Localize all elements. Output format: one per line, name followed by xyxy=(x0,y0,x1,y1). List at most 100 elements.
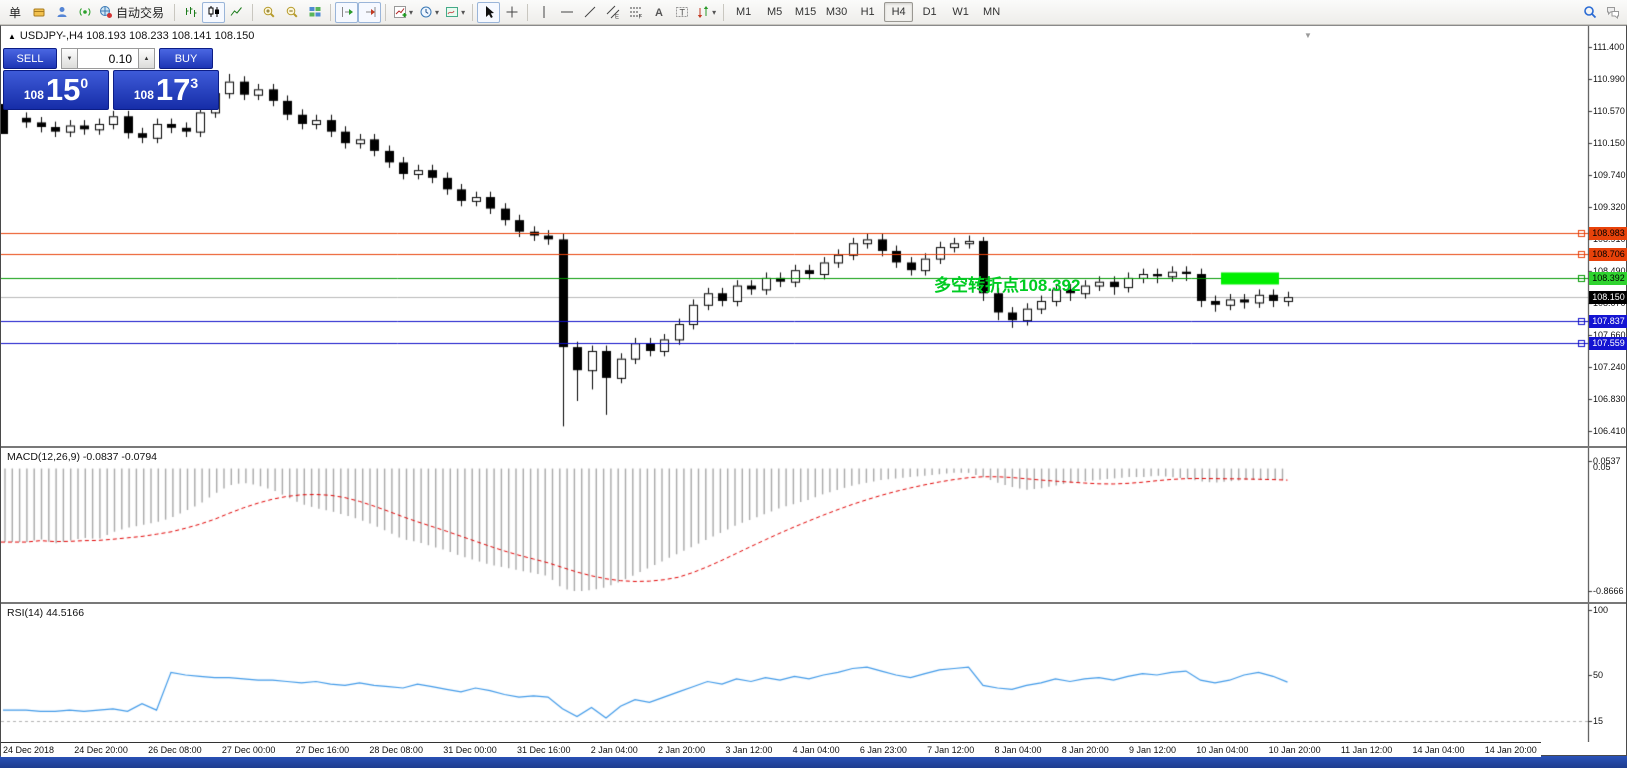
buy-price-button[interactable]: 108 17 3 xyxy=(113,70,219,110)
new-order-button[interactable]: 单 xyxy=(3,2,27,23)
text-label-button[interactable]: T xyxy=(670,2,693,23)
dropdown-caret-icon[interactable]: ▾ xyxy=(409,7,414,17)
chat-icon xyxy=(1606,7,1619,19)
pane-separator[interactable] xyxy=(1,602,1626,604)
fibonacci-icon: F xyxy=(629,7,642,19)
signal-icon xyxy=(79,8,90,16)
arrows-button[interactable]: ▾ xyxy=(693,2,719,23)
taskbar[interactable] xyxy=(0,756,1627,768)
price-tag: 107.837 xyxy=(1589,315,1627,328)
arrow-down-icon: ▼ xyxy=(66,55,73,62)
chat-button[interactable] xyxy=(1601,2,1624,23)
axis-tick-label: -0.8666 xyxy=(1593,586,1624,597)
zoom-in-icon xyxy=(263,6,275,18)
macd-pane-canvas[interactable] xyxy=(1,448,1626,602)
dropdown-caret-icon[interactable]: ▾ xyxy=(435,7,440,17)
pane-separator[interactable] xyxy=(1,446,1626,448)
sell-price-button[interactable]: 108 15 0 xyxy=(3,70,109,110)
pivot-annotation[interactable]: 多空转折点108.392 xyxy=(934,276,1081,295)
collapse-icon[interactable]: ▲ xyxy=(8,32,16,41)
periods-button[interactable]: ▾ xyxy=(416,2,442,23)
bar-chart-icon xyxy=(185,7,197,17)
svg-text:E: E xyxy=(615,15,619,20)
text-label-icon: T xyxy=(675,7,688,18)
chart-title-text: USDJPY-,H4 108.193 108.233 108.141 108.1… xyxy=(19,30,255,42)
time-axis-label: 28 Dec 08:00 xyxy=(369,745,423,755)
time-axis-label: 14 Jan 20:00 xyxy=(1484,745,1537,755)
line-chart-button[interactable] xyxy=(225,2,248,23)
timeframe-m5-button[interactable]: M5 xyxy=(766,6,783,18)
zoom-in-button[interactable] xyxy=(257,2,280,23)
vertical-line-button[interactable] xyxy=(532,2,555,23)
search-icon xyxy=(1583,6,1596,19)
horizontal-line-icon xyxy=(560,11,573,13)
crosshair-button[interactable] xyxy=(500,2,523,23)
zoom-out-button[interactable] xyxy=(280,2,303,23)
equidistant-channel-button[interactable]: E xyxy=(601,2,624,23)
auto-trading-label: 自动交易 xyxy=(116,5,165,20)
axis-tick-label: 111.400 xyxy=(1593,42,1625,52)
main-chart-canvas[interactable] xyxy=(1,26,1626,446)
timeframe-w1-button[interactable]: W1 xyxy=(952,6,969,18)
cursor-button[interactable] xyxy=(477,1,501,23)
templates-button[interactable]: ▾ xyxy=(442,2,468,23)
indicators-button[interactable]: ▾ xyxy=(390,2,416,23)
trendline-button[interactable] xyxy=(578,2,601,23)
toolbar-separator xyxy=(252,3,254,21)
time-axis-label: 4 Jan 04:00 xyxy=(792,745,840,755)
volume-down-button[interactable]: ▼ xyxy=(61,48,78,69)
toolbar-separator xyxy=(527,3,529,21)
dropdown-caret-icon[interactable]: ▾ xyxy=(712,7,717,17)
horizontal-line-button[interactable] xyxy=(555,2,578,23)
time-axis[interactable]: 24 Dec 2018 24 Dec 20:00 26 Dec 08:00 27 De… xyxy=(1,742,1541,757)
fibonacci-button[interactable]: F xyxy=(624,2,647,23)
axis-tick-label: 15 xyxy=(1593,716,1604,726)
search-button[interactable] xyxy=(1578,2,1601,23)
time-axis-label: 27 Dec 16:00 xyxy=(295,745,350,755)
timeframe-h1-button[interactable]: H1 xyxy=(860,6,875,18)
bar-chart-button[interactable] xyxy=(179,2,202,23)
profile-icon xyxy=(57,7,67,17)
chart-shift-button[interactable] xyxy=(335,1,359,23)
tile-windows-button[interactable] xyxy=(303,2,326,23)
signal-button[interactable] xyxy=(73,2,96,23)
buy-price-point: 3 xyxy=(190,75,199,91)
time-axis-label: 6 Jan 23:00 xyxy=(859,745,907,755)
axis-tick-label: 108.490 xyxy=(1593,266,1626,276)
time-axis-label: 9 Jan 12:00 xyxy=(1129,745,1177,755)
time-axis-label: 31 Dec 16:00 xyxy=(516,745,571,755)
timeframe-mn-button[interactable]: MN xyxy=(983,6,1001,18)
volume-up-button[interactable]: ▲ xyxy=(138,48,155,69)
timeframe-h4-button[interactable]: H4 xyxy=(884,2,914,22)
sell-button[interactable]: SELL xyxy=(3,48,57,69)
auto-trading-button[interactable]: 自动交易 xyxy=(96,2,170,23)
chart-area[interactable]: ▲ USDJPY-,H4 108.193 108.233 108.141 108.… xyxy=(0,25,1627,757)
buy-button[interactable]: BUY xyxy=(159,48,213,69)
arrow-up-icon: ▲ xyxy=(143,55,150,62)
rsi-pane-canvas[interactable] xyxy=(1,604,1626,742)
auto-trading-icon xyxy=(100,6,113,18)
timeframe-m15-button[interactable]: M15 xyxy=(794,6,817,18)
candlestick-chart-button[interactable] xyxy=(202,1,226,23)
price-tag: 107.559 xyxy=(1589,337,1627,350)
time-axis-label: 14 Jan 04:00 xyxy=(1412,745,1465,755)
timeframe-m30-button[interactable]: M30 xyxy=(825,6,848,18)
toolbar-separator xyxy=(472,3,474,21)
text-button[interactable]: A xyxy=(647,2,670,23)
chart-title: ▲ USDJPY-,H4 108.193 108.233 108.141 108.… xyxy=(8,30,254,42)
history-book-button[interactable] xyxy=(27,2,50,23)
macd-label: MACD(12,26,9) -0.0837 -0.0794 xyxy=(7,451,157,463)
time-axis-label: 8 Jan 20:00 xyxy=(1061,745,1109,755)
timeframe-m1-button[interactable]: M1 xyxy=(735,6,752,18)
volume-input[interactable]: 0.10 xyxy=(78,48,138,69)
axis-tick-label: 0.05 xyxy=(1593,462,1611,472)
timeframe-d1-button[interactable]: D1 xyxy=(922,6,937,18)
dropdown-caret-icon[interactable]: ▾ xyxy=(461,7,466,17)
candlestick-chart-icon xyxy=(208,6,219,17)
toolbar-separator xyxy=(723,3,725,21)
profile-button[interactable] xyxy=(50,2,73,23)
shift-marker-icon[interactable]: ▼ xyxy=(1304,31,1312,40)
price-tag: 108.983 xyxy=(1589,227,1627,240)
time-axis-label: 24 Dec 2018 xyxy=(3,745,55,755)
auto-scroll-button[interactable] xyxy=(358,1,382,23)
